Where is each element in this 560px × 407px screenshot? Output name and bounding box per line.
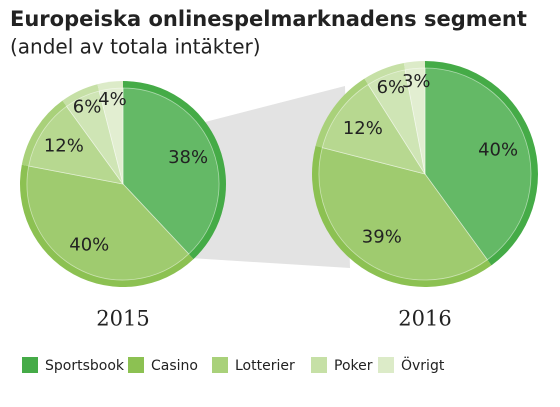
data-label: 6% (73, 97, 102, 118)
pie-year-label: 2015 (96, 307, 149, 331)
pie-slice-inner (98, 87, 124, 185)
pie-slice (312, 145, 492, 287)
data-label: 4% (98, 89, 127, 110)
legend-swatch (311, 357, 327, 373)
pie-slice (425, 61, 538, 266)
connector (190, 86, 350, 268)
pie-slice (20, 164, 194, 287)
legend-swatch (378, 357, 394, 373)
pie-slice-inner (318, 147, 488, 281)
pie-slice (315, 78, 425, 174)
pie-slice-inner (28, 105, 124, 185)
pie-slice-inner (122, 87, 220, 255)
pie-slice-inner (321, 83, 426, 175)
data-label: 12% (343, 118, 383, 139)
data-label: 38% (168, 147, 208, 168)
pie-slice (21, 100, 123, 184)
pie-slice (364, 63, 425, 174)
pie-slice-inner (404, 67, 426, 175)
legend-label: Lotterier (235, 358, 295, 374)
legend-label: Casino (151, 358, 198, 374)
pie-slice-inner (424, 67, 532, 261)
pie-year-label: 2016 (398, 307, 451, 331)
legend-swatch (212, 357, 228, 373)
data-label: 6% (377, 77, 406, 98)
chart-title: Europeiska onlinespelmarknadens segment (10, 7, 527, 31)
pie-slice (62, 84, 123, 184)
legend-swatch (128, 357, 144, 373)
data-label: 39% (362, 227, 402, 248)
chart-subtitle: (andel av totala intäkter) (10, 35, 261, 59)
data-label: 40% (478, 139, 518, 160)
legend-label: Övrigt (401, 356, 445, 374)
data-label: 12% (44, 135, 84, 156)
data-label: 3% (402, 71, 431, 92)
legend-label: Poker (334, 358, 373, 374)
pie-slice-inner (26, 165, 190, 281)
legend-swatch (22, 357, 38, 373)
legend-label: Sportsbook (45, 358, 125, 374)
data-label: 40% (69, 234, 109, 255)
pie-slice (123, 81, 226, 260)
